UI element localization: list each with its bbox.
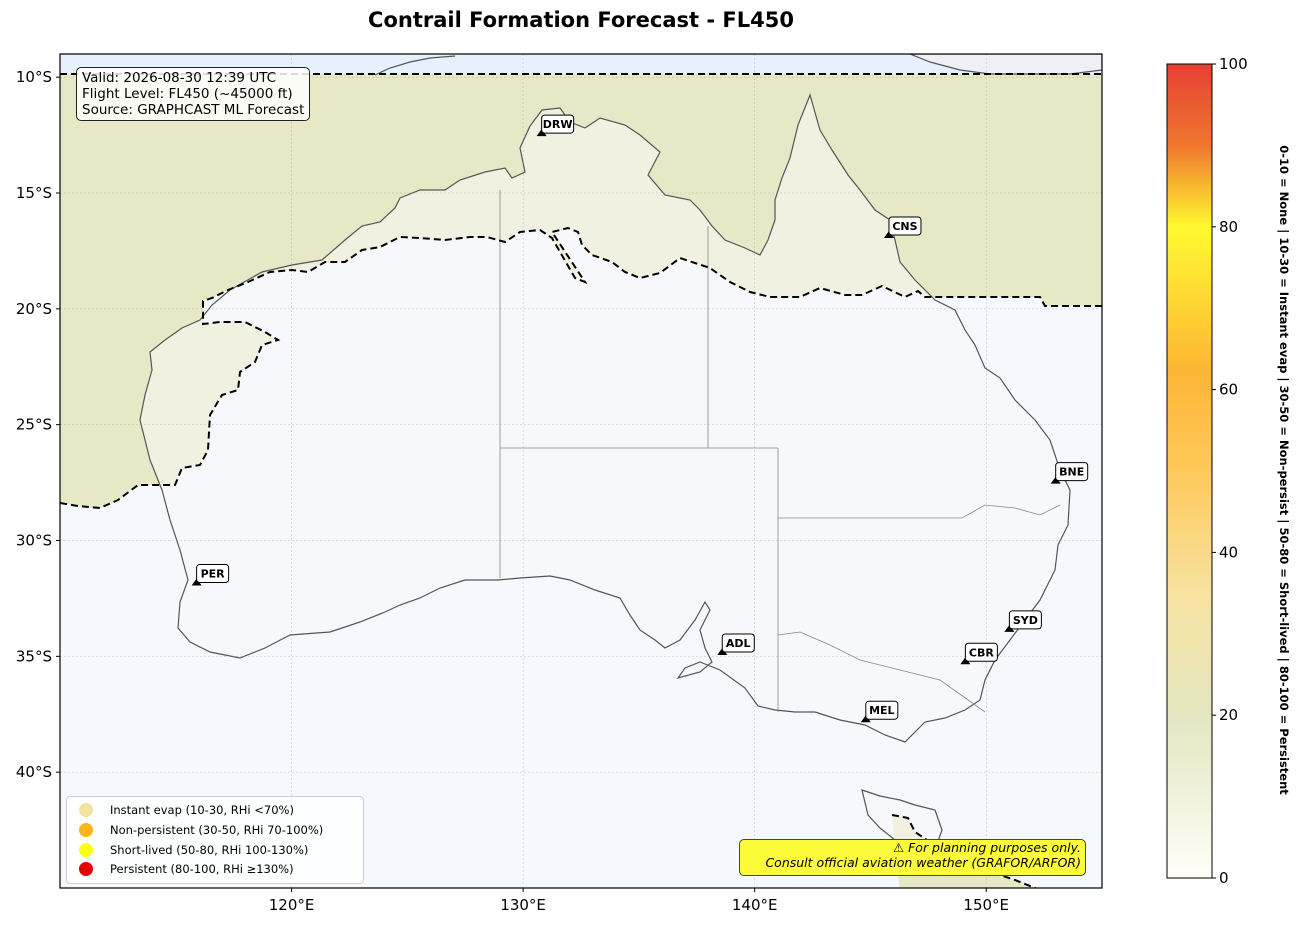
legend-item-persistent: Persistent (80-100, RHi ≥130%) (79, 860, 294, 878)
airport-code: ADL (726, 637, 751, 650)
legend-dot-short-lived (79, 843, 93, 857)
legend-label: Short-lived (50-80, RHi 100-130%) (110, 843, 309, 857)
airport-adl[interactable]: ADL (717, 633, 755, 656)
colorbar-tick-label: 0 (1219, 869, 1229, 887)
legend: Instant evap (10-30, RHi <70%) Non-persi… (66, 796, 364, 884)
legend-item-short-lived: Short-lived (50-80, RHi 100-130%) (79, 841, 308, 859)
contrail-boundary-south (60, 226, 1102, 510)
valid-time: Valid: 2026-08-30 12:39 UTC (82, 70, 277, 86)
airport-marker-icon (1004, 624, 1015, 632)
flight-level: Flight Level: FL450 (~45000 ft) (82, 86, 293, 102)
colorbar-category-text: 0-10 = None | 10-30 = Instant evap | 30-… (1277, 145, 1291, 795)
disclaimer-box: ⚠ For planning purposes only. Consult of… (739, 839, 1086, 876)
legend-dot-instant-evap (79, 803, 93, 817)
legend-label: Persistent (80-100, RHi ≥130%) (110, 862, 294, 876)
lat-tick-label: 35°S (16, 647, 52, 665)
airport-bne[interactable]: BNE (1050, 462, 1089, 484)
info-box: Valid: 2026-08-30 12:39 UTC Flight Level… (76, 67, 311, 121)
lat-tick-label: 25°S (16, 416, 52, 434)
legend-item-instant-evap: Instant evap (10-30, RHi <70%) (79, 801, 294, 819)
airport-marker-icon (960, 657, 971, 665)
data-source: Source: GRAPHCAST ML Forecast (82, 102, 305, 118)
lat-tick-label: 20°S (16, 300, 52, 318)
colorbar (1166, 63, 1213, 879)
airport-code: BNE (1059, 466, 1084, 479)
airport-label-box (888, 216, 922, 236)
colorbar-tick-label: 100 (1219, 55, 1248, 73)
airport-marker-icon (717, 648, 728, 656)
airport-marker-icon (536, 129, 547, 137)
colorbar-tick-label: 80 (1219, 218, 1238, 236)
map-area[interactable]: DRW CNS BNE PER SYD CBR ADL MEL (60, 54, 1102, 890)
airport-marker-icon (883, 231, 894, 239)
lon-tick-label: 140°E (732, 896, 778, 914)
airport-marker-icon (191, 578, 202, 586)
colorbar-tick-label: 40 (1219, 543, 1238, 561)
legend-item-non-persistent: Non-persistent (30-50, RHi 70-100%) (79, 821, 323, 839)
airport-cbr[interactable]: CBR (960, 642, 998, 665)
colorbar-tick-label: 20 (1219, 706, 1238, 724)
lat-tick-label: 10°S (16, 68, 52, 86)
legend-label: Non-persistent (30-50, RHi 70-100%) (110, 823, 324, 837)
lat-tick-labels: 10°S 15°S 20°S 25°S 30°S 35°S 40°S (16, 68, 60, 781)
lon-tick-label: 120°E (269, 896, 315, 914)
colorbar-tick-label: 60 (1219, 381, 1238, 399)
airport-cns[interactable]: CNS (883, 216, 922, 239)
airports-layer: DRW CNS BNE PER SYD CBR ADL MEL (191, 114, 1089, 723)
state-borders (499, 190, 1061, 713)
airport-label-box (964, 642, 998, 662)
disclaimer-line-2: Consult official aviation weather (GRAFO… (765, 855, 1081, 870)
airport-code: CBR (969, 646, 994, 659)
legend-dot-non-persistent (79, 823, 93, 837)
map-frame (59, 53, 1103, 889)
colorbar-ticks: 0 20 40 60 80 100 (1212, 55, 1248, 887)
airport-label-box (721, 633, 755, 653)
timor-coast (374, 55, 456, 76)
airport-label-box (1008, 610, 1042, 630)
lon-tick-labels: 120°E 130°E 140°E 150°E (269, 888, 1009, 914)
airport-label-box (865, 700, 899, 720)
airport-marker-icon (1050, 476, 1061, 484)
airport-code: CNS (892, 220, 917, 233)
australia-mainland (139, 93, 1071, 743)
airport-label-box (1055, 462, 1089, 482)
lat-tick-label: 30°S (16, 532, 52, 550)
lon-tick-label: 150°E (963, 896, 1009, 914)
airport-code: MEL (869, 704, 894, 717)
airport-code: SYD (1013, 614, 1038, 627)
legend-label: Instant evap (10-30, RHi <70%) (110, 803, 294, 817)
airport-code: DRW (543, 118, 573, 131)
map-title: Contrail Formation Forecast - FL450 (368, 8, 794, 32)
lat-tick-label: 40°S (16, 763, 52, 781)
legend-dot-persistent (79, 862, 93, 876)
north-band (60, 54, 1102, 74)
disclaimer-line-1: ⚠ For planning purposes only. (893, 840, 1081, 855)
lat-tick-label: 15°S (16, 184, 52, 202)
airport-label-box (541, 114, 575, 134)
airport-syd[interactable]: SYD (1004, 610, 1042, 632)
airport-drw[interactable]: DRW (536, 114, 575, 137)
airport-label-box (196, 564, 230, 584)
airport-mel[interactable]: MEL (860, 700, 899, 723)
airport-marker-icon (860, 715, 871, 723)
airport-code: PER (201, 568, 226, 581)
colorbar-side-label: 0-10 = None | 10-30 = Instant evap | 30-… (1264, 60, 1304, 880)
lon-tick-label: 130°E (500, 896, 546, 914)
airport-per[interactable]: PER (191, 564, 230, 586)
